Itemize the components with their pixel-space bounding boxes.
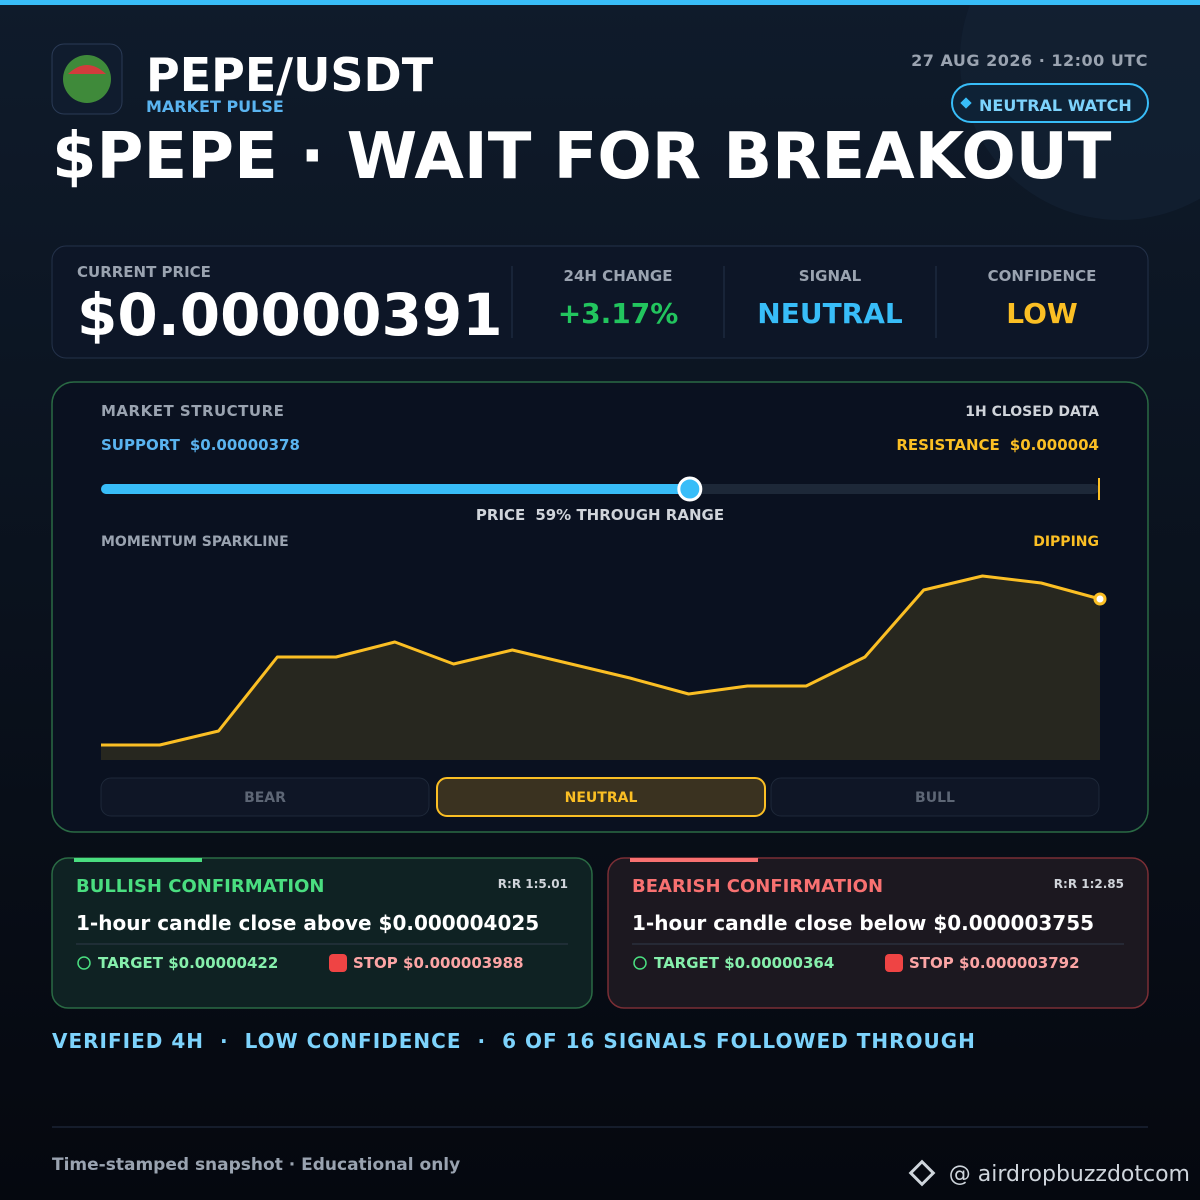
- timestamp: 27 AUG 2026 · 12:00 UTC: [911, 51, 1148, 70]
- footer-stats: VERIFIED 4H · LOW CONFIDENCE · 6 OF 16 SIGNA…: [52, 1029, 976, 1053]
- handle: @ airdropbuzzdotcom: [949, 1162, 1190, 1187]
- resistance-value: $0.000004: [1010, 436, 1099, 454]
- stat-label: 24H CHANGE: [564, 267, 673, 285]
- logo-hat: [68, 65, 106, 74]
- handle-icon: [908, 1159, 936, 1187]
- pair: PEPE/USDT: [146, 48, 434, 102]
- sentiment-button: [436, 777, 766, 817]
- separator: ·: [478, 1029, 487, 1053]
- stat-label: SIGNAL: [799, 267, 862, 285]
- badge-text: NEUTRAL WATCH: [979, 96, 1132, 115]
- range: [101, 476, 703, 502]
- confirmation-card: [607, 857, 1149, 1009]
- stat-label: CONFIDENCE: [988, 267, 1097, 285]
- range-value-label: 59% THROUGH RANGE: [535, 506, 724, 524]
- support-value: $0.00000378: [190, 436, 300, 454]
- target-icon: [77, 956, 91, 970]
- confirmation-title: BEARISH CONFIRMATION: [632, 876, 883, 897]
- range-fill: [101, 484, 690, 494]
- sentiment-label: NEUTRAL: [565, 790, 638, 806]
- condition: 1-hour candle close above $0.000004025: [76, 911, 539, 935]
- sparkline-title: MOMENTUM SPARKLINE: [101, 534, 289, 550]
- support: SUPPORT $0.00000378: [101, 436, 300, 454]
- risk-reward: R:R 1:2.85: [1054, 877, 1124, 891]
- separator: ·: [220, 1029, 229, 1053]
- sentiment-label: BEAR: [244, 790, 286, 806]
- stat-items: 24H CHANGE +3.17% SIGNAL NEUTRAL CONFIDENCE L…: [511, 266, 1097, 338]
- footer-stat: VERIFIED 4H: [52, 1029, 204, 1053]
- confirmations: BULLISH CONFIRMATION R:R 1:5.01 1-hour can…: [51, 857, 1149, 1009]
- sentiment-button: [100, 777, 430, 817]
- stat-value: +3.17%: [558, 297, 679, 330]
- support-label: SUPPORT: [101, 436, 181, 454]
- resistance: RESISTANCE $0.000004: [896, 436, 1099, 454]
- price: $0.00000391: [77, 281, 503, 349]
- top-bar: [0, 0, 1200, 5]
- stat-value: NEUTRAL: [757, 297, 903, 330]
- sparkline-status: DIPPING: [1033, 534, 1099, 550]
- target-icon: [633, 956, 647, 970]
- sparkline-line: [101, 574, 1101, 747]
- condition: 1-hour candle close below $0.000003755: [632, 911, 1094, 935]
- sparkline-end: [1093, 592, 1107, 606]
- sparkline-area: [101, 576, 1100, 760]
- target: TARGET $0.00000364: [654, 954, 834, 972]
- target: TARGET $0.00000422: [98, 954, 278, 972]
- accent-bar: [630, 858, 758, 862]
- badge: [951, 83, 1149, 123]
- range-knob: [677, 476, 703, 502]
- stop-icon: [885, 954, 903, 972]
- range-caption: PRICE 59% THROUGH RANGE: [476, 506, 724, 524]
- confirmation-card: [51, 857, 593, 1009]
- footer-stat: 6 OF 16 SIGNALS FOLLOWED THROUGH: [502, 1029, 976, 1053]
- structure-title: MARKET STRUCTURE: [101, 402, 284, 420]
- subtitle: MARKET PULSE: [146, 97, 284, 116]
- price-label: CURRENT PRICE: [77, 263, 211, 281]
- sentiment: BEAR NEUTRAL BULL: [100, 777, 1100, 817]
- sentiment-button: [770, 777, 1100, 817]
- stop: STOP $0.000003988: [353, 954, 524, 972]
- range-label: PRICE: [476, 506, 525, 524]
- risk-reward: R:R 1:5.01: [498, 877, 568, 891]
- confirmation-title: BULLISH CONFIRMATION: [76, 876, 324, 897]
- sparkline: [101, 574, 1107, 760]
- resistance-label: RESISTANCE: [896, 436, 999, 454]
- accent-bar: [74, 858, 202, 862]
- stop-icon: [329, 954, 347, 972]
- logo: [63, 55, 111, 103]
- stop: STOP $0.000003792: [909, 954, 1080, 972]
- headline: $PEPE · WAIT FOR BREAKOUT: [52, 120, 1112, 194]
- disclaimer: Time-stamped snapshot · Educational only: [52, 1155, 460, 1175]
- sentiment-label: BULL: [915, 790, 955, 806]
- source: 1H CLOSED DATA: [965, 404, 1099, 420]
- stats-box: [51, 245, 1149, 359]
- footer-stat: LOW CONFIDENCE: [245, 1029, 462, 1053]
- stat-value: LOW: [1006, 297, 1078, 330]
